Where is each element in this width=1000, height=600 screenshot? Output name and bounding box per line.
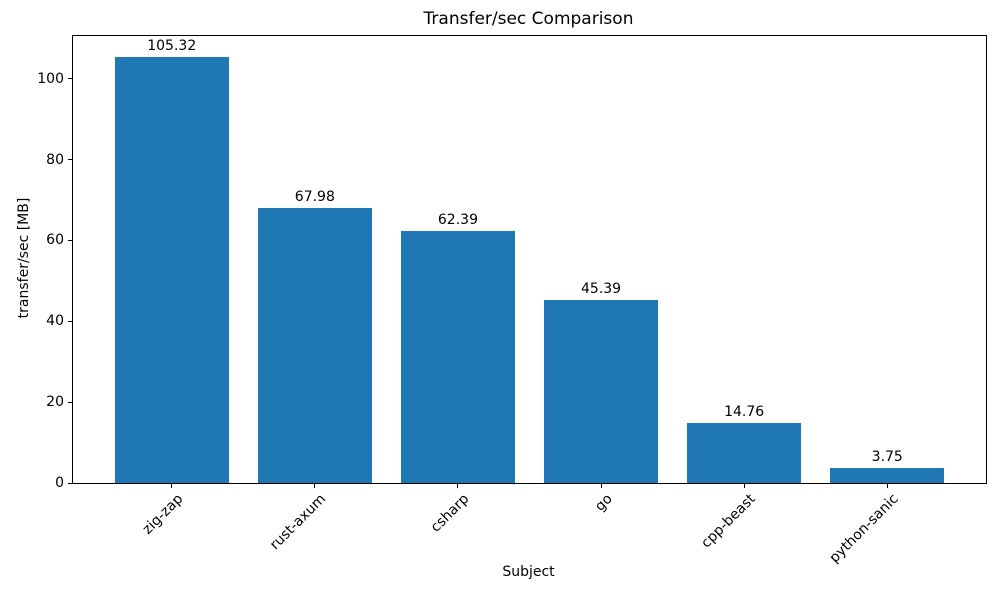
y-tick-mark [68, 482, 73, 484]
bar-rust-axum [257, 208, 373, 483]
y-tick-label: 60 [46, 232, 64, 249]
bar-go [543, 299, 659, 483]
chart-title: Transfer/sec Comparison [423, 9, 634, 29]
bar-value-label: 105.32 [147, 38, 197, 55]
x-tick-label: cpp-beast [698, 491, 759, 552]
y-tick-mark [68, 78, 73, 80]
bar-value-label: 45.39 [581, 280, 622, 297]
bar-value-label: 3.75 [871, 448, 903, 465]
bar-value-label: 67.98 [294, 189, 335, 206]
x-tick-mark [743, 483, 745, 488]
x-tick-mark [171, 483, 173, 488]
y-tick-label: 80 [46, 151, 64, 168]
bar-zig-zap [114, 57, 229, 483]
y-tick-mark [68, 401, 73, 403]
x-tick-mark [457, 483, 459, 488]
y-axis-label: transfer/sec [MB] [16, 197, 32, 319]
x-tick-mark [886, 483, 888, 488]
x-tick-mark [600, 483, 602, 488]
plot-area: 0 20 40 60 80 100 105.32 zig-zap 67.98 rust-axum 6… [37, 35, 987, 566]
y-tick-label: 40 [46, 313, 64, 330]
y-tick-mark [68, 239, 73, 241]
y-tick-label: 0 [55, 475, 64, 491]
bar-csharp [400, 230, 516, 483]
y-tick-mark [68, 159, 73, 161]
x-tick-label: python-sanic [826, 491, 902, 567]
x-tick-label: csharp [427, 491, 473, 536]
bar-cpp-beast [686, 423, 802, 483]
y-tick-mark [68, 320, 73, 322]
x-axis-label: Subject [502, 564, 555, 580]
x-tick-mark [314, 483, 316, 488]
x-tick-label: rust-axum [267, 491, 330, 554]
x-tick-label: zig-zap [139, 491, 187, 538]
y-tick-label: 20 [46, 394, 64, 411]
bar-value-label: 14.76 [724, 404, 765, 421]
bar-python-sanic [830, 467, 945, 483]
x-tick-label: go [591, 491, 616, 515]
bar-value-label: 62.39 [437, 211, 478, 228]
y-tick-label: 100 [37, 70, 64, 87]
